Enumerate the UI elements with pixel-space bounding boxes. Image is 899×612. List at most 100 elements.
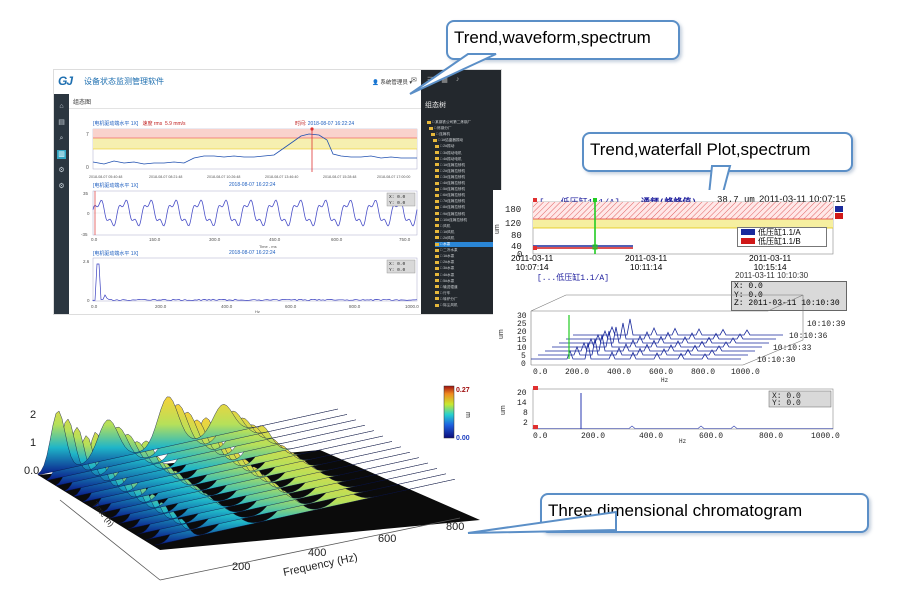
tree-item[interactable]: □ 3#振动电机 — [435, 151, 501, 156]
p2-spectrum-xtick: 200.0 — [581, 432, 605, 441]
tree-item[interactable]: □ 二冷水泵 — [435, 248, 501, 253]
tree-item-label: □ 连铸机 — [436, 132, 450, 136]
tree-item[interactable]: □ 炼钢分厂 — [429, 126, 495, 131]
tree-item[interactable]: □ 2#振动 — [435, 144, 501, 149]
tree-item[interactable]: □ 风机 — [435, 224, 501, 229]
folder-icon — [435, 163, 439, 166]
trend-xtick: 2018-08-07 05:40:48 — [89, 175, 122, 179]
p3-colorbar-label: m — [464, 412, 471, 418]
tree-item[interactable]: □ 3#水泵 — [435, 266, 501, 271]
trend-cursor-handle[interactable] — [310, 127, 313, 130]
p2-trend-ylabel: um — [494, 224, 501, 234]
p2-trend-start-marker — [533, 246, 537, 250]
document-icon[interactable]: ▤ — [57, 118, 66, 127]
folder-icon — [435, 279, 439, 282]
tree-item[interactable]: □ 4#水泵 — [435, 273, 501, 278]
p3-surface-plot[interactable]: 2 1 0.0 200 400 600 800 Frequency (Hz) T… — [20, 380, 490, 605]
p2-waterfall-xtick: 1000.0 — [731, 368, 760, 377]
p2-spectrum-chart[interactable]: X: 0.0 Y: 0.0 20 14 8 2 0.0 200.0 400.0 … — [493, 385, 848, 445]
p2-spectrum-xtick: 800.0 — [759, 432, 783, 441]
spectrum-chart[interactable]: X: 0.0 Y: 0.0 2.6 0 0.0 200.0 400.0 600.… — [69, 256, 421, 314]
folder-icon — [435, 291, 439, 294]
spectrum-ytick: 0 — [87, 298, 90, 303]
tree-item-label: □ 5#水泵 — [440, 279, 454, 283]
tree-item[interactable]: □ 1#水泵 — [435, 254, 501, 259]
folder-icon — [435, 157, 439, 160]
tree-item[interactable]: □ 8#连铸拉矫机 — [435, 205, 501, 210]
waveform-xtick: 150.0 — [149, 237, 161, 242]
folder-icon — [429, 127, 433, 130]
tree-item[interactable]: □ 行车 — [435, 291, 501, 296]
p2-legend-item-b: 低压缸1.1/B — [738, 237, 826, 246]
three-dimensional-chromatogram: 2 1 0.0 200 400 600 800 Frequency (Hz) T… — [20, 380, 490, 605]
p3-colorbar-max: 0.27 — [456, 387, 470, 394]
settings-icon[interactable]: ⚙ — [57, 166, 66, 175]
p2-trend-legend-chip-b — [835, 213, 843, 219]
tree-item[interactable]: □ 2#水泵 — [435, 260, 501, 265]
tree-item[interactable]: □ 除尘风机 — [435, 303, 501, 308]
folder-icon — [435, 255, 439, 258]
spectrum-xtick: 400.0 — [221, 304, 233, 309]
app-title: 设备状态监测管理软件 — [84, 76, 164, 87]
folder-icon — [435, 273, 439, 276]
tree-item[interactable]: □ 5#连铸拉矫机 — [435, 187, 501, 192]
tree-item[interactable]: □ 1#风机 — [435, 230, 501, 235]
tree-item[interactable]: □ 3#连铸拉矫机 — [435, 175, 501, 180]
app-logo: GJ — [58, 74, 72, 88]
tree-item[interactable]: □ 转炉分厂 — [435, 297, 501, 302]
tree-item-label: □ 10#连铸拉矫机 — [440, 218, 467, 222]
folder-icon — [435, 218, 439, 221]
tree-item-label: □ 3#水泵 — [440, 266, 454, 270]
tree-item[interactable]: □ 2#风机 — [435, 236, 501, 241]
tab-configuration-diagram[interactable]: 组态图 — [73, 97, 91, 106]
folder-icon — [435, 297, 439, 300]
tree-item[interactable]: □ 6#连铸拉矫机 — [435, 193, 501, 198]
tree-item-label: □ 9#连铸拉矫机 — [440, 212, 465, 216]
waveform-readout-x: X: 0.0 — [389, 194, 406, 200]
tree-item[interactable]: □ 9#连铸拉矫机 — [435, 212, 501, 217]
tree-item-label: □ 1#连铸拉矫机 — [440, 163, 465, 167]
waveform-chart[interactable]: X: 0.0 Y: 0.0 35 0 -35 0.0 150.0 300.0 4… — [69, 188, 421, 252]
tree-item-label: □ 1#风机 — [440, 230, 454, 234]
tree-item[interactable]: □ 10#连铸拉矫机 — [435, 218, 501, 223]
tree-item[interactable]: □ 水泵 — [435, 242, 501, 247]
p2-spectrum-ytick: 20 — [517, 389, 527, 398]
tree-item[interactable]: □ 4#连铸拉矫机 — [435, 181, 501, 186]
p2-spectrum-ytick: 14 — [517, 399, 527, 408]
p3-ztick: 2 — [30, 409, 36, 421]
tree-item-label: □ 炼钢分厂 — [434, 126, 452, 130]
tree-item[interactable]: □ 4#振动电机 — [435, 157, 501, 162]
legend-swatch — [741, 229, 755, 235]
gear-icon[interactable]: ⚙ — [57, 182, 66, 191]
spectrum-ytick: 2.6 — [83, 259, 90, 264]
home-icon[interactable]: ⌂ — [57, 102, 66, 111]
tree-item[interactable]: □ 7#连铸拉矫机 — [435, 199, 501, 204]
p2-spectrum-ytick: 8 — [523, 409, 528, 418]
chart-icon[interactable]: ▥ — [57, 150, 66, 159]
spectrum-readout-y: Y: 0.0 — [389, 267, 406, 273]
tree-item[interactable]: □ 2#连铸拉矫机 — [435, 169, 501, 174]
waveform-xtick: 300.0 — [209, 237, 221, 242]
folder-icon — [431, 133, 435, 136]
search-icon[interactable]: ⌕ — [57, 134, 66, 143]
p2-waterfall-chart[interactable]: 30 25 20 15 10 5 0 0.0 200.0 400.0 600.0… — [493, 285, 848, 385]
folder-icon — [435, 236, 439, 239]
trend-xtick: 2018-08-07 10:26:48 — [207, 175, 240, 179]
tree-item[interactable]: □ 输送辊道 — [435, 285, 501, 290]
folder-icon — [435, 267, 439, 270]
tree-item-label: □ 7#连铸拉矫机 — [440, 199, 465, 203]
folder-icon — [435, 145, 439, 148]
p2-waterfall-ztick: 10:10:30 — [757, 356, 796, 365]
p2-waterfall-ztick: 10:10:36 — [789, 332, 828, 341]
tree-item[interactable]: □ 5#水泵 — [435, 279, 501, 284]
tree-item[interactable]: □ 某钢铁公司第二炼钢厂 — [427, 120, 493, 125]
trend-ytick: 0 — [86, 165, 89, 171]
tree-item[interactable]: □ 连铸机 — [431, 132, 497, 137]
folder-icon — [427, 121, 431, 124]
p2-waterfall-xtick: 600.0 — [649, 368, 673, 377]
folder-icon — [435, 182, 439, 185]
tree-item[interactable]: □ 1#连铸拉矫机 — [435, 163, 501, 168]
tree-item[interactable]: □ 1#结晶器振动 — [433, 138, 499, 143]
p2-trend-cursor-handle[interactable] — [593, 198, 597, 202]
waveform-xtick: 450.0 — [269, 237, 281, 242]
